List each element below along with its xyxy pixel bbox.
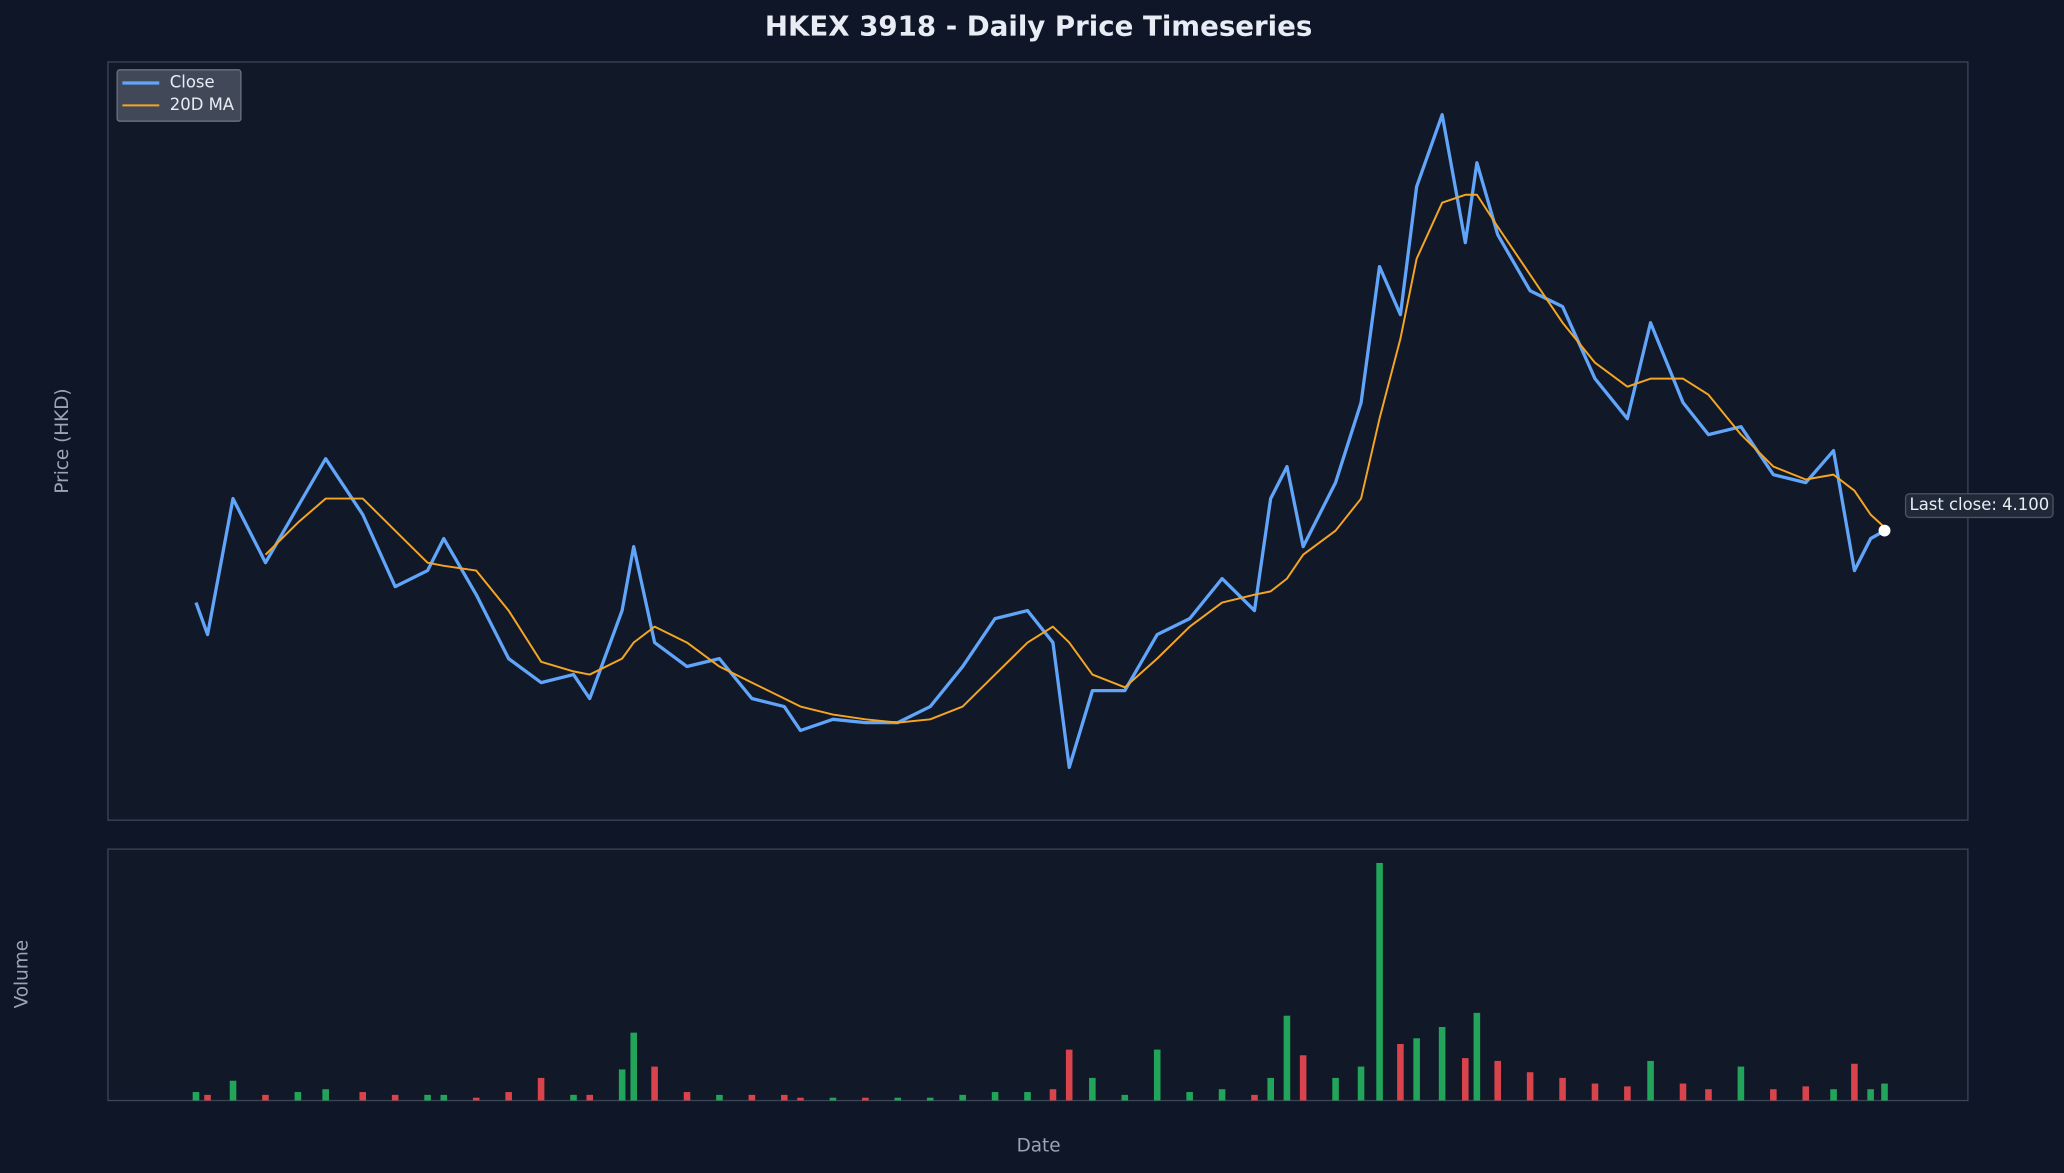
volume-bar	[1705, 1089, 1712, 1101]
volume-bar	[829, 1097, 837, 1101]
volume-bar	[359, 1092, 367, 1101]
volume-bar	[1251, 1094, 1258, 1101]
price-panel	[107, 61, 1969, 821]
volume-bar	[192, 1092, 200, 1101]
volume-bar	[570, 1094, 577, 1101]
volume-bar	[322, 1089, 329, 1101]
volume-bar	[424, 1094, 431, 1101]
volume-bar	[1624, 1086, 1631, 1101]
volume-bar	[1851, 1063, 1858, 1101]
volume-bar	[1494, 1060, 1501, 1101]
volume-bar	[505, 1092, 512, 1101]
y-axis-label: Price (HKD)	[52, 388, 73, 493]
volume-bar	[959, 1094, 966, 1101]
volume-bar	[586, 1094, 594, 1101]
volume-bar	[630, 1032, 638, 1101]
volume-bar	[1049, 1089, 1057, 1101]
volume-bar	[1770, 1089, 1777, 1101]
volume-bar	[1299, 1055, 1307, 1101]
volume-bar	[1591, 1083, 1599, 1101]
volume-bar	[748, 1094, 756, 1101]
volume-bar	[926, 1097, 934, 1101]
volume-bar	[1559, 1077, 1566, 1101]
volume-bar	[204, 1094, 211, 1101]
volume-bar	[440, 1094, 448, 1101]
volume-bar	[991, 1092, 999, 1101]
volume-bar	[1376, 862, 1383, 1101]
volume-axis-label: Volume	[11, 940, 32, 1008]
marks	[192, 113, 1888, 1101]
volume-bar	[1438, 1026, 1446, 1101]
volume-bar	[862, 1097, 869, 1101]
volume-bar	[1121, 1094, 1129, 1101]
volume-bar	[294, 1092, 302, 1101]
volume-bar	[1473, 1012, 1481, 1101]
legend-label: 20D MA	[170, 95, 235, 114]
volume-bar	[1647, 1060, 1654, 1101]
volume-bar	[1332, 1077, 1339, 1101]
last-close-marker	[1878, 524, 1891, 537]
x-axis-label: Date	[1017, 1136, 1061, 1157]
volume-bar	[683, 1092, 691, 1101]
volume-bar	[1413, 1038, 1420, 1101]
volume-bar	[1357, 1066, 1365, 1101]
volume-bar	[716, 1094, 723, 1101]
volume-bar	[1283, 1015, 1291, 1101]
volume-bar	[1526, 1072, 1534, 1101]
volume-bar	[1089, 1077, 1096, 1101]
volume-bar	[472, 1097, 480, 1101]
volume-panel	[107, 848, 1969, 1102]
volume-bar	[651, 1066, 658, 1101]
volume-bar	[1267, 1077, 1274, 1101]
volume-bar	[1186, 1092, 1193, 1101]
series-line	[194, 113, 1886, 770]
volume-bar	[1802, 1086, 1810, 1101]
volume-bar	[1679, 1083, 1687, 1101]
volume-bar	[1461, 1058, 1469, 1101]
volume-bar	[618, 1069, 626, 1101]
volume-bar	[797, 1097, 804, 1101]
volume-bar	[1737, 1066, 1745, 1101]
volume-bar	[1065, 1049, 1073, 1101]
volume-bar	[262, 1094, 269, 1101]
volume-bar	[1218, 1089, 1226, 1101]
volume-bar	[1397, 1043, 1404, 1101]
legend-label: Close	[170, 73, 215, 92]
volume-bar	[537, 1077, 545, 1101]
volume-bar	[1867, 1089, 1874, 1101]
volume-bar	[1881, 1083, 1888, 1101]
volume-bar	[1153, 1049, 1161, 1101]
chart-title: HKEX 3918 - Daily Price Timeseries	[765, 10, 1312, 43]
volume-bar	[391, 1094, 399, 1101]
series-line	[264, 193, 1886, 724]
overlay: Last close: 4.100 Close 20D MA	[116, 69, 2054, 537]
annotation-box	[1904, 493, 2054, 519]
volume-bar	[229, 1080, 237, 1101]
volume-bar	[1024, 1092, 1031, 1101]
annotation: Last close: 4.100	[1910, 495, 2050, 514]
volume-bar	[1830, 1089, 1837, 1101]
volume-bar	[894, 1097, 902, 1101]
volume-bar	[781, 1094, 788, 1101]
